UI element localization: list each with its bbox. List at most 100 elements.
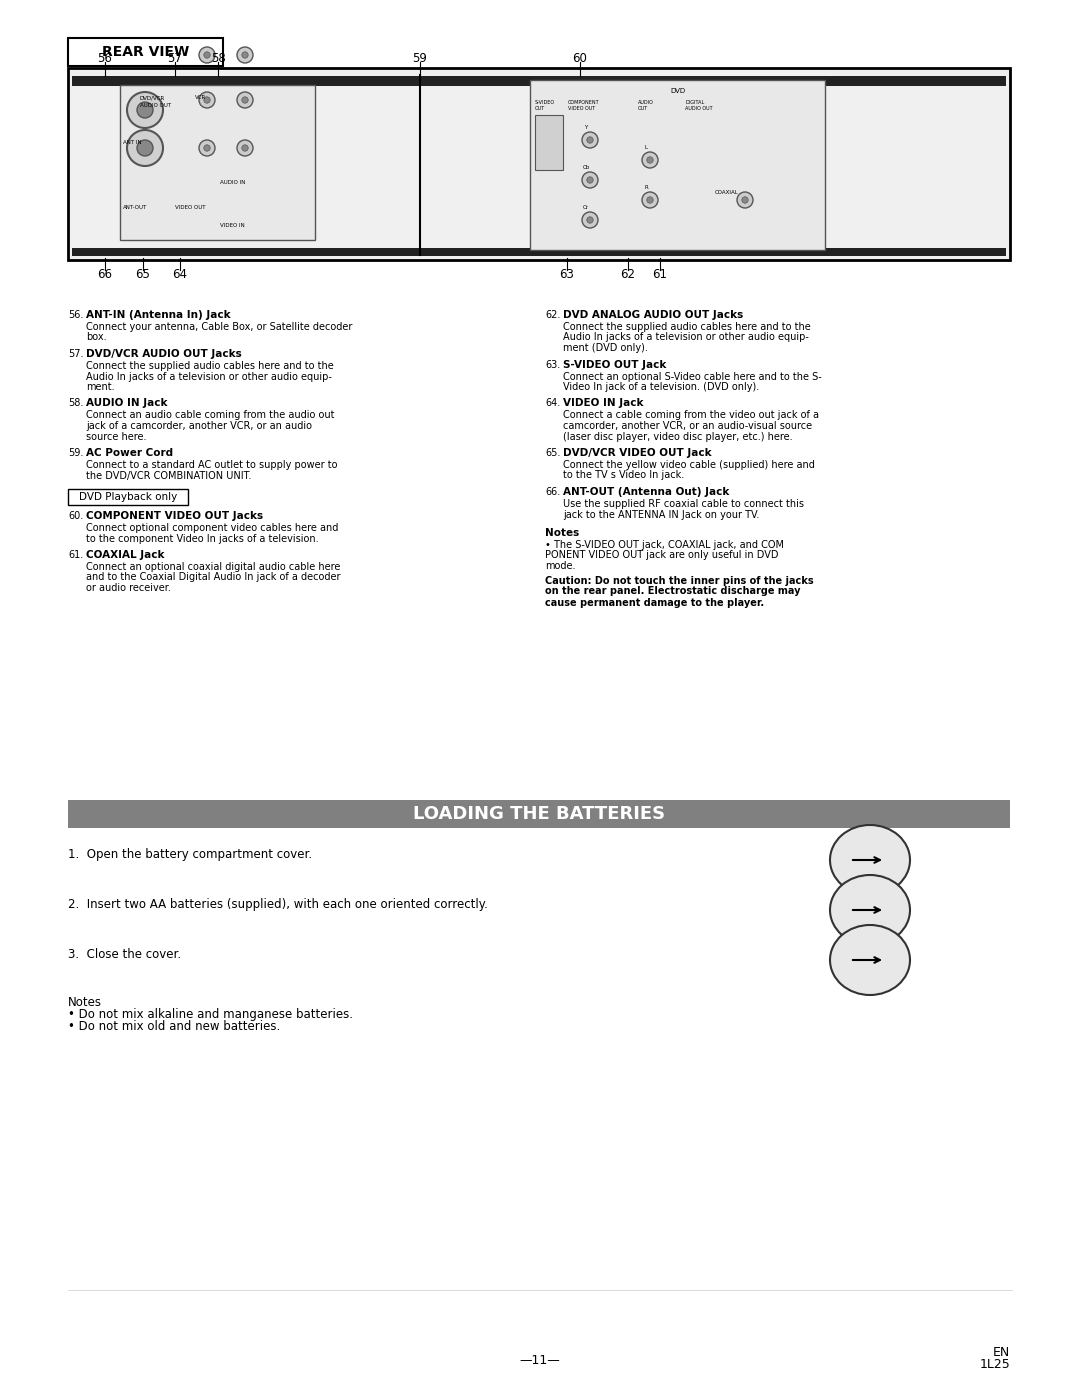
Text: VCR: VCR (195, 95, 206, 101)
Text: 66: 66 (97, 268, 112, 282)
FancyBboxPatch shape (68, 68, 1010, 260)
Text: Notes: Notes (545, 528, 579, 538)
Text: REAR VIEW: REAR VIEW (102, 45, 189, 59)
Circle shape (647, 197, 653, 203)
Text: LOADING THE BATTERIES: LOADING THE BATTERIES (413, 805, 665, 823)
Circle shape (242, 145, 248, 151)
Text: COAXIAL Jack: COAXIAL Jack (86, 550, 164, 560)
Text: DVD ANALOG AUDIO OUT Jacks: DVD ANALOG AUDIO OUT Jacks (563, 310, 743, 320)
Circle shape (204, 96, 211, 103)
Text: 64.: 64. (545, 398, 561, 408)
Text: 62.: 62. (545, 310, 561, 320)
Circle shape (237, 47, 253, 63)
Text: COMPONENT VIDEO OUT Jacks: COMPONENT VIDEO OUT Jacks (86, 511, 264, 521)
Text: Connect the supplied audio cables here and to the: Connect the supplied audio cables here a… (86, 360, 334, 372)
Circle shape (127, 92, 163, 129)
Text: Cr: Cr (583, 205, 589, 210)
FancyBboxPatch shape (72, 75, 1005, 87)
FancyBboxPatch shape (120, 85, 315, 240)
Circle shape (137, 140, 153, 156)
Text: VIDEO IN Jack: VIDEO IN Jack (563, 398, 644, 408)
Circle shape (199, 92, 215, 108)
Text: EN: EN (993, 1345, 1010, 1358)
Text: 2.  Insert two AA batteries (supplied), with each one oriented correctly.: 2. Insert two AA batteries (supplied), w… (68, 898, 488, 911)
Text: Y: Y (584, 124, 588, 130)
Text: Audio In jacks of a television or other audio equip-: Audio In jacks of a television or other … (563, 332, 809, 342)
Text: 63.: 63. (545, 359, 561, 369)
Text: L: L (645, 145, 648, 149)
Circle shape (204, 145, 211, 151)
Circle shape (742, 197, 748, 203)
Text: DVD/VCR AUDIO OUT Jacks: DVD/VCR AUDIO OUT Jacks (86, 349, 242, 359)
Text: S-VIDEO OUT Jack: S-VIDEO OUT Jack (563, 359, 666, 369)
Text: 57.: 57. (68, 349, 83, 359)
Text: (laser disc player, video disc player, etc.) here.: (laser disc player, video disc player, e… (563, 432, 793, 441)
Text: 59.: 59. (68, 448, 83, 458)
Text: Use the supplied RF coaxial cable to connect this: Use the supplied RF coaxial cable to con… (563, 499, 804, 509)
Text: • Do not mix old and new batteries.: • Do not mix old and new batteries. (68, 1020, 280, 1032)
Text: 56: 56 (97, 52, 112, 64)
Text: mode.: mode. (545, 562, 576, 571)
Text: Video In jack of a television. (DVD only).: Video In jack of a television. (DVD only… (563, 381, 759, 393)
Text: AUDIO OUT: AUDIO OUT (685, 106, 713, 110)
FancyBboxPatch shape (530, 80, 825, 250)
Circle shape (642, 191, 658, 208)
Circle shape (199, 140, 215, 156)
Text: DVD Playback only: DVD Playback only (79, 492, 177, 502)
Text: jack of a camcorder, another VCR, or an audio: jack of a camcorder, another VCR, or an … (86, 420, 312, 432)
Text: COAXIAL: COAXIAL (715, 190, 739, 196)
Text: 1.  Open the battery compartment cover.: 1. Open the battery compartment cover. (68, 848, 312, 861)
Text: • Do not mix alkaline and manganese batteries.: • Do not mix alkaline and manganese batt… (68, 1009, 353, 1021)
Text: PONENT VIDEO OUT jack are only useful in DVD: PONENT VIDEO OUT jack are only useful in… (545, 550, 779, 560)
FancyBboxPatch shape (535, 115, 563, 170)
Text: ANT-OUT: ANT-OUT (123, 205, 147, 210)
Text: DVD/VCR VIDEO OUT Jack: DVD/VCR VIDEO OUT Jack (563, 448, 712, 458)
Text: Connect optional component video cables here and: Connect optional component video cables … (86, 522, 338, 534)
Text: OUT: OUT (638, 106, 648, 110)
Text: VIDEO IN: VIDEO IN (220, 224, 245, 228)
Circle shape (586, 137, 593, 144)
Ellipse shape (831, 875, 910, 944)
Text: 65: 65 (136, 268, 150, 282)
Text: Connect your antenna, Cable Box, or Satellite decoder: Connect your antenna, Cable Box, or Sate… (86, 321, 352, 332)
Text: Connect an audio cable coming from the audio out: Connect an audio cable coming from the a… (86, 411, 335, 420)
Text: AC Power Cord: AC Power Cord (86, 448, 173, 458)
Circle shape (127, 130, 163, 166)
Circle shape (582, 212, 598, 228)
Text: cause permanent damage to the player.: cause permanent damage to the player. (545, 598, 765, 608)
Text: 57: 57 (167, 52, 183, 64)
Text: 66.: 66. (545, 488, 561, 497)
Text: box.: box. (86, 332, 107, 342)
Text: • The S-VIDEO OUT jack, COAXIAL jack, and COM: • The S-VIDEO OUT jack, COAXIAL jack, an… (545, 541, 784, 550)
Text: ANT-OUT (Antenna Out) Jack: ANT-OUT (Antenna Out) Jack (563, 488, 729, 497)
Text: —11—: —11— (519, 1354, 561, 1366)
Circle shape (647, 156, 653, 163)
Text: on the rear panel. Electrostatic discharge may: on the rear panel. Electrostatic dischar… (545, 587, 800, 597)
Text: OUT: OUT (535, 106, 545, 110)
Text: 65.: 65. (545, 448, 561, 458)
Text: DIGITAL: DIGITAL (685, 101, 704, 105)
Text: jack to the ANTENNA IN Jack on your TV.: jack to the ANTENNA IN Jack on your TV. (563, 510, 759, 520)
Text: source here.: source here. (86, 432, 147, 441)
Circle shape (586, 217, 593, 224)
Text: 58.: 58. (68, 398, 83, 408)
Text: R: R (644, 184, 648, 190)
Text: to the TV s Video In jack.: to the TV s Video In jack. (563, 471, 685, 481)
Text: AUDIO OUT: AUDIO OUT (140, 103, 171, 108)
Circle shape (199, 47, 215, 63)
Text: AUDIO: AUDIO (638, 101, 653, 105)
Text: 61.: 61. (68, 550, 83, 560)
Text: 60: 60 (572, 52, 588, 64)
Text: 62: 62 (621, 268, 635, 282)
Text: 59: 59 (413, 52, 428, 64)
Text: or audio receiver.: or audio receiver. (86, 583, 171, 592)
Text: VIDEO OUT: VIDEO OUT (175, 205, 205, 210)
Circle shape (242, 96, 248, 103)
Text: 64: 64 (173, 268, 188, 282)
Text: Connect an optional coaxial digital audio cable here: Connect an optional coaxial digital audi… (86, 562, 340, 571)
Circle shape (242, 52, 248, 59)
Circle shape (582, 131, 598, 148)
Text: COMPONENT: COMPONENT (568, 101, 599, 105)
Ellipse shape (831, 826, 910, 895)
Text: Connect the supplied audio cables here and to the: Connect the supplied audio cables here a… (563, 321, 811, 332)
